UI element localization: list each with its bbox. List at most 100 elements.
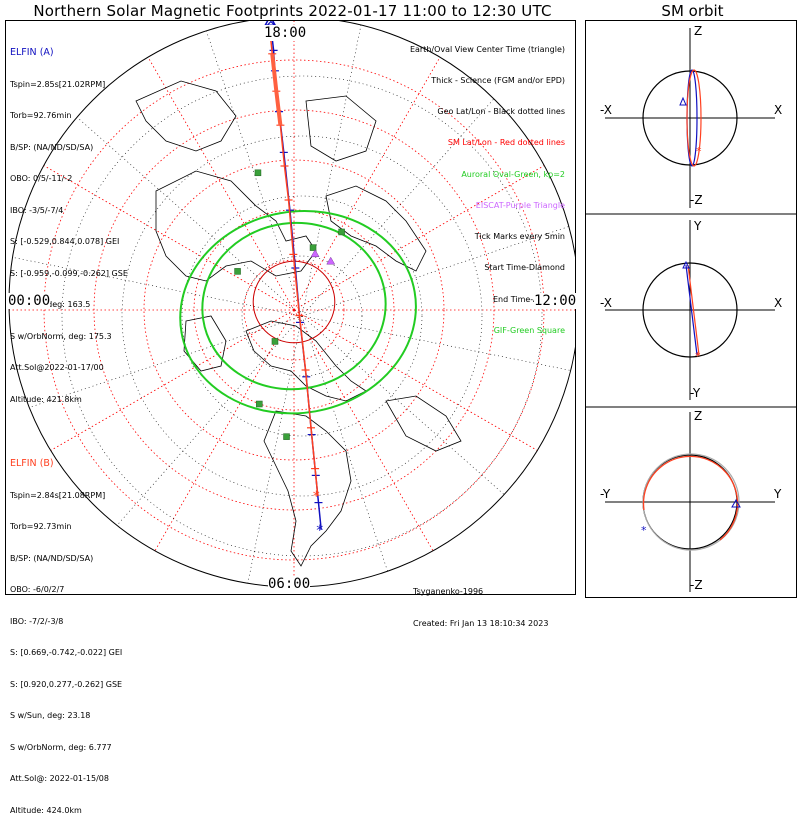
orbit3-left-label: -Y xyxy=(600,487,611,501)
sm-longitude-line xyxy=(293,152,566,311)
elfin-b-line: Att.Sol@: 2022-01-15/08 xyxy=(10,774,109,783)
created-label: Created: Fri Jan 13 18:10:34 2023 xyxy=(413,618,549,628)
orbit-panel: * * * Z -Z -X X Y -Y -X X Z -Z -Y Y xyxy=(585,20,797,598)
elfin-a-line: Att.Sol@2022-01-17/00 xyxy=(10,363,104,372)
orbit2-top-label: Y xyxy=(694,219,702,233)
sm-latitude-circle xyxy=(243,259,345,361)
elfin-a-line: B/SP: (NA/ND/SD/SA) xyxy=(10,142,94,152)
geo-longitude-line xyxy=(301,80,510,317)
orbit3-bottom-label: -Z xyxy=(690,578,703,592)
orbit-plots: * * * xyxy=(586,28,796,592)
orbit-yz-view-triangle xyxy=(731,498,741,508)
sm-longitude-line xyxy=(22,309,295,468)
coastline xyxy=(263,410,352,567)
geo-longitude-line xyxy=(301,315,538,524)
coastline xyxy=(155,170,317,282)
orbit3-right-label: Y xyxy=(774,487,782,501)
elfin-b-name: ELFIN (B) xyxy=(10,458,54,469)
orbit2-right-label: X xyxy=(774,296,783,310)
elfin-a-info: ELFIN (A) Tspin=2.85s[21.02RPM] Torb=92.… xyxy=(10,27,128,426)
geo-longitude-line xyxy=(301,315,402,587)
gif-station-marker xyxy=(256,400,263,408)
coastline xyxy=(385,395,462,452)
sm-longitude-line xyxy=(136,309,295,582)
orbit1-top-label: Z xyxy=(694,24,703,38)
mlt-label-bottom: 06:00 xyxy=(268,576,311,592)
eiscat-marker xyxy=(310,249,320,257)
geo-longitude-line xyxy=(301,216,575,317)
orbit-xz-view-triangle xyxy=(679,96,687,106)
elfin-a-line: Altitude: 421.8km xyxy=(10,394,82,404)
elfin-b-line: S: [0.669,-0.742,-0.022] GEI xyxy=(10,648,123,657)
geo-longitude-line xyxy=(202,21,303,317)
orbit-yz-end-asterisk: * xyxy=(641,524,647,537)
legend-entry: Auroral Oval-Green, kp=2 xyxy=(461,169,565,179)
footprint-map-panel: * * ELFIN (A) Tspin=2.85s[21.02RPM] Torb=… xyxy=(5,20,577,815)
sm-latitude-circle xyxy=(43,59,545,561)
elfin-a-line: S: [-0.959,-0.099,-0.262] GSE xyxy=(10,268,128,278)
elfin-b-line: S w/OrbNorm, deg: 6.777 xyxy=(10,742,112,752)
elfin-a-line: OBO: 0/5/-11/-2 xyxy=(10,174,73,183)
sm-longitude-line xyxy=(293,309,566,468)
elfin-a-line: IBO: -3/5/-7/4 xyxy=(10,205,64,215)
sm-latitude-circle xyxy=(143,159,445,461)
footprint-map: ** xyxy=(8,21,575,588)
orbit-xy-elfin-b xyxy=(687,264,700,356)
orbit-xz-earth-circle xyxy=(642,70,738,166)
geo-longitude-line xyxy=(66,108,303,317)
elfin-a-line: S w/OrbNorm, deg: 175.3 xyxy=(10,331,112,341)
credit: Tsyganenko-1996 Created: Fri Jan 13 18:1… xyxy=(413,566,548,650)
legend-entry: Tick Marks every 5min xyxy=(474,232,565,242)
mlt-label-top: 18:00 xyxy=(264,25,307,41)
model-label: Tsyganenko-1996 xyxy=(413,587,484,596)
orbit-yz-elfin-b xyxy=(642,455,739,541)
auroral-oval-poleward xyxy=(201,221,387,391)
sm-longitude-line xyxy=(136,38,295,311)
orbit1-left-label: -X xyxy=(600,103,612,117)
map-content: ** xyxy=(9,21,575,587)
coastline xyxy=(183,315,227,372)
coastline xyxy=(135,80,237,152)
elfin-a-line: S: [-0.529,0.844,0.078] GEI xyxy=(10,237,120,246)
elfin-a-end-asterisk: * xyxy=(316,523,323,539)
geo-longitude-line xyxy=(301,21,365,317)
legend-entry: Thick - Science (FGM and/or EPD) xyxy=(431,76,565,86)
orbit1-right-label: X xyxy=(774,103,783,117)
geo-longitude-line xyxy=(94,315,303,552)
elfin-b-line: Tspin=2.84s[21.08RPM] xyxy=(10,490,106,500)
legend-entry: Start Time-Diamond xyxy=(484,263,565,273)
coastline xyxy=(305,95,377,162)
gif-station-marker xyxy=(234,268,241,275)
gif-station-marker xyxy=(254,169,262,177)
legend-entry: EISCAT-Purple Triangle xyxy=(475,200,565,210)
legend-entry: GIF-Green Square xyxy=(493,325,565,335)
elfin-b-line: S: [0.920,0.277,-0.262] GSE xyxy=(10,679,123,689)
orbit2-left-label: -X xyxy=(600,296,612,310)
elfin-a-line: Tspin=2.85s[21.02RPM] xyxy=(10,79,106,89)
elfin-b-line: S w/Sun, deg: 23.18 xyxy=(10,711,91,720)
coastline xyxy=(245,320,367,402)
geo-latitude-circle xyxy=(121,135,483,497)
orbit-xy-view-triangle xyxy=(682,260,690,269)
orbit1-bottom-label: -Z xyxy=(690,193,703,207)
elfin-b-line: IBO: -7/2/-3/8 xyxy=(10,616,64,626)
elfin-b-line: OBO: -6/0/2/7 xyxy=(10,585,65,594)
geo-longitude-line xyxy=(301,315,575,379)
eiscat-marker xyxy=(326,256,336,265)
orbit2-bottom-label: -Y xyxy=(690,386,701,400)
orbit-xy-elfin-a xyxy=(685,264,698,356)
gif-station-marker xyxy=(309,244,317,251)
elfin-a-name: ELFIN (A) xyxy=(10,47,54,58)
geo-latitude-circle xyxy=(181,195,423,437)
geo-latitude-circle xyxy=(241,255,363,377)
geo-latitude-circle xyxy=(61,75,543,557)
elfin-b-line: B/SP: (NA/ND/SD/SA) xyxy=(10,553,94,563)
chart-title: Northern Solar Magnetic Footprints 2022-… xyxy=(33,2,552,20)
legend-entry: Geo Lat/Lon - Black dotted lines xyxy=(437,107,565,117)
geo-longitude-line xyxy=(9,315,303,416)
sm-longitude-line xyxy=(22,152,295,311)
gif-station-marker xyxy=(271,338,279,345)
orbit3-top-label: Z xyxy=(694,409,703,423)
elfin-b-science-segment xyxy=(270,53,283,126)
elfin-b-end-asterisk: * xyxy=(313,489,320,505)
